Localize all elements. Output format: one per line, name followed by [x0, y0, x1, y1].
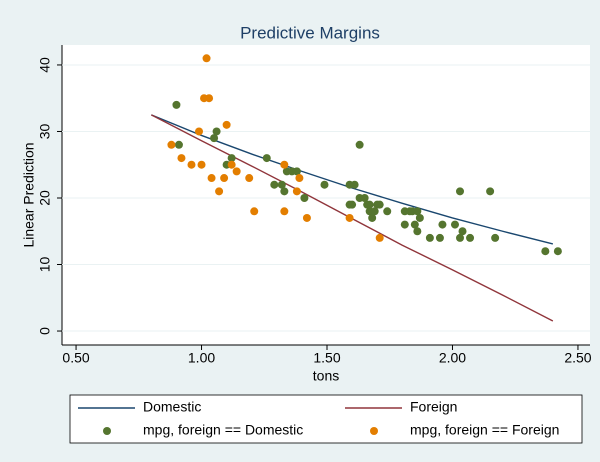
y-tick-label: 30 [37, 123, 53, 139]
scatter-point [450, 220, 459, 229]
scatter-point [458, 227, 467, 236]
scatter-point [232, 167, 241, 176]
scatter-point [295, 174, 304, 183]
scatter-point [370, 207, 379, 216]
scatter-point [456, 233, 465, 242]
legend-label: mpg, foreign == Foreign [410, 422, 559, 438]
scatter-point [456, 187, 465, 196]
y-axis-label: Linear Prediction [21, 142, 37, 247]
scatter-point [375, 200, 384, 209]
legend-label: Foreign [410, 399, 457, 415]
scatter-point [262, 154, 271, 163]
legend-marker [103, 427, 111, 435]
legend-label: mpg, foreign == Domestic [143, 422, 303, 438]
scatter-point [280, 207, 289, 216]
scatter-point [541, 247, 550, 256]
x-tick-label: 2.50 [564, 350, 591, 366]
scatter-point [187, 160, 196, 169]
scatter-point [280, 160, 289, 169]
scatter-point [302, 213, 311, 222]
scatter-point [438, 220, 447, 229]
scatter-point [210, 134, 219, 143]
scatter-point [375, 233, 384, 242]
scatter-point [270, 180, 279, 189]
y-tick-label: 10 [37, 257, 53, 273]
scatter-point [435, 233, 444, 242]
scatter-point [350, 180, 359, 189]
scatter-point [425, 233, 434, 242]
scatter-point [227, 154, 236, 163]
scatter-point [245, 174, 254, 183]
scatter-point [277, 180, 286, 189]
scatter-point [197, 160, 206, 169]
scatter-point [205, 94, 214, 103]
x-tick-label: 1.50 [313, 350, 340, 366]
x-tick-label: 0.50 [62, 350, 89, 366]
scatter-point [174, 140, 183, 149]
scatter-point [220, 174, 229, 183]
scatter-point [415, 213, 424, 222]
legend-marker [370, 427, 378, 435]
scatter-point [486, 187, 495, 196]
scatter-point [466, 233, 475, 242]
scatter-point [383, 207, 392, 216]
scatter-point [413, 227, 422, 236]
scatter-point [250, 207, 259, 216]
legend [69, 394, 583, 444]
scatter-point [413, 207, 422, 216]
scatter-point [177, 154, 186, 163]
scatter-point [167, 140, 176, 149]
scatter-point [202, 54, 211, 63]
scatter-point [491, 233, 500, 242]
y-tick-label: 40 [37, 57, 53, 73]
scatter-point [553, 247, 562, 256]
legend-label: Domestic [143, 399, 201, 415]
scatter-point [280, 187, 289, 196]
chart-title: Predictive Margins [240, 23, 380, 42]
scatter-point [222, 120, 231, 129]
scatter-point [215, 187, 224, 196]
scatter-point [400, 220, 409, 229]
scatter-point [365, 200, 374, 209]
scatter-point [345, 213, 354, 222]
fit-line [151, 114, 554, 245]
scatter-point [227, 160, 236, 169]
x-tick-label: 1.00 [188, 350, 215, 366]
x-tick-label: 2.00 [439, 350, 466, 366]
scatter-point [292, 187, 301, 196]
x-axis-label: tons [313, 368, 339, 384]
scatter-point [360, 193, 369, 202]
y-tick-label: 20 [37, 190, 53, 206]
scatter-point [348, 200, 357, 209]
scatter-point [355, 140, 364, 149]
scatter-point [300, 193, 309, 202]
scatter-point [195, 127, 204, 136]
scatter-point [172, 100, 181, 109]
scatter-point [368, 213, 377, 222]
scatter-point [410, 220, 419, 229]
scatter-point [292, 167, 301, 176]
y-tick-label: 0 [37, 327, 53, 335]
scatter-point [212, 127, 221, 136]
scatter-point [207, 174, 216, 183]
scatter-point [320, 180, 329, 189]
